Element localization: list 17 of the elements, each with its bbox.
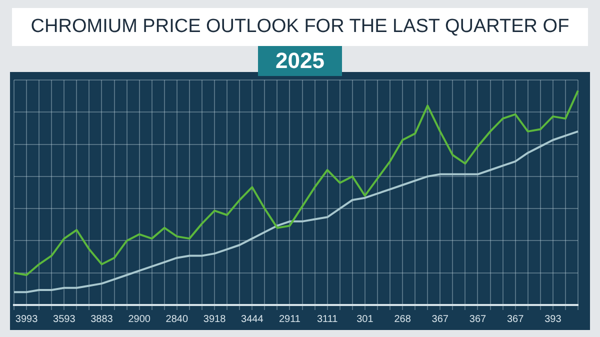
x-tick-label: 2840 (166, 314, 188, 325)
x-tick-label: 3444 (241, 314, 264, 325)
x-tick-label: 268 (394, 314, 412, 325)
x-tick-label: 2900 (128, 314, 151, 325)
x-tick-label: 3993 (15, 314, 38, 325)
chart-subtitle: 2025 (276, 48, 324, 74)
chart-title: CHROMIUM PRICE OUTLOOK FOR THE LAST QUARTER OF (30, 16, 570, 38)
x-tick-label: 367 (432, 314, 449, 325)
x-tick-label: 2911 (278, 314, 301, 325)
x-tick-label: 301 (356, 314, 374, 325)
x-tick-label: 3883 (90, 314, 114, 325)
x-tick-label: 367 (469, 314, 487, 325)
x-tick-label: 3593 (53, 314, 76, 325)
x-tick-label: 3111 (316, 314, 338, 325)
x-tick-label: 393 (544, 314, 562, 325)
x-tick-label: 3918 (203, 314, 226, 325)
x-tick-label: 367 (506, 314, 524, 325)
